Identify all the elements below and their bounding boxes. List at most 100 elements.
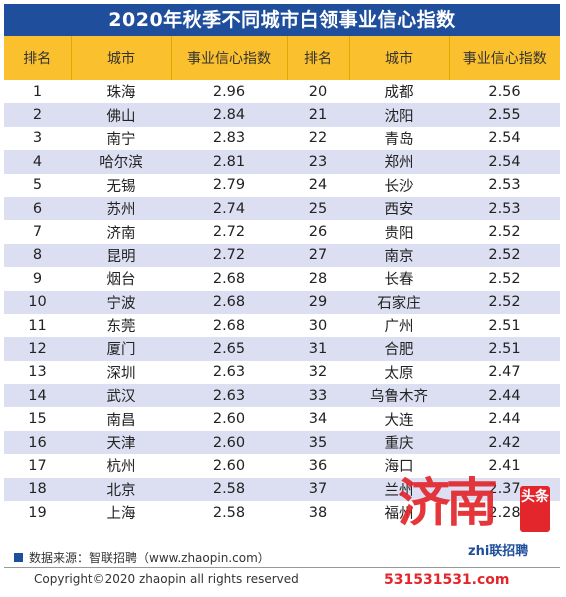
- square-bullet-icon: [14, 553, 23, 562]
- cell-rank-right: 31: [287, 337, 349, 361]
- cell-rank-left: 1: [4, 80, 71, 104]
- cell-rank-left: 15: [4, 407, 71, 431]
- cell-city-right: 海口: [349, 454, 449, 478]
- cell-rank-right: 33: [287, 384, 349, 408]
- cell-rank-left: 10: [4, 290, 71, 314]
- cell-rank-left: 6: [4, 196, 71, 221]
- cell-index-left: 2.83: [171, 126, 287, 151]
- cell-rank-right: 20: [287, 80, 349, 104]
- cell-rank-left: 4: [4, 150, 71, 174]
- cell-index-left: 2.72: [171, 220, 287, 244]
- cell-city-right: 重庆: [349, 430, 449, 455]
- cell-index-left: 2.63: [171, 384, 287, 408]
- cell-city-left: 昆明: [71, 243, 171, 268]
- header-city-left: 城市: [71, 36, 172, 80]
- cell-city-right: 沈阳: [349, 103, 449, 127]
- table-header-row: 排名 城市 事业信心指数 排名 城市 事业信心指数: [4, 36, 560, 80]
- cell-city-right: 长沙: [349, 173, 449, 197]
- cell-city-left: 厦门: [71, 337, 171, 361]
- cell-rank-left: 16: [4, 430, 71, 455]
- cell-city-right: 南京: [349, 243, 449, 268]
- cell-index-right: 2.47: [449, 360, 560, 385]
- header-index-right: 事业信心指数: [449, 36, 560, 80]
- table-row: 10 宁波 2.68 29 石家庄 2.52: [4, 290, 560, 314]
- cell-rank-left: 8: [4, 243, 71, 268]
- cell-index-right: 2.44: [449, 384, 560, 408]
- cell-index-left: 2.68: [171, 267, 287, 291]
- header-city-right: 城市: [349, 36, 450, 80]
- table-row: 3 南宁 2.83 22 青岛 2.54: [4, 126, 560, 151]
- source-note: 数据来源：智联招聘（www.zhaopin.com）: [14, 549, 270, 566]
- cell-rank-right: 30: [287, 313, 349, 338]
- cell-rank-left: 11: [4, 313, 71, 338]
- table-row: 8 昆明 2.72 27 南京 2.52: [4, 243, 560, 268]
- cell-rank-right: 29: [287, 290, 349, 314]
- cell-rank-left: 14: [4, 384, 71, 408]
- cell-city-left: 东莞: [71, 313, 171, 338]
- cell-index-left: 2.63: [171, 360, 287, 385]
- cell-city-left: 深圳: [71, 360, 171, 385]
- cell-index-left: 2.68: [171, 290, 287, 314]
- cell-rank-right: 21: [287, 103, 349, 127]
- cell-rank-right: 34: [287, 407, 349, 431]
- watermark-number: 531531531.com: [384, 572, 510, 588]
- cell-index-left: 2.81: [171, 150, 287, 174]
- cell-city-right: 郑州: [349, 150, 449, 174]
- cell-city-left: 哈尔滨: [71, 150, 171, 174]
- cell-rank-right: 25: [287, 196, 349, 221]
- ranking-table: 排名 城市 事业信心指数 排名 城市 事业信心指数 1 珠海 2.96 20 成都 2.5…: [4, 36, 560, 525]
- cell-city-left: 苏州: [71, 196, 171, 221]
- cell-rank-right: 28: [287, 267, 349, 291]
- cell-index-right: 2.42: [449, 430, 560, 455]
- cell-city-left: 珠海: [71, 80, 171, 104]
- cell-rank-right: 38: [287, 501, 349, 525]
- cell-rank-left: 13: [4, 360, 71, 385]
- cell-rank-left: 3: [4, 126, 71, 151]
- cell-rank-right: 27: [287, 243, 349, 268]
- table-row: 9 烟台 2.68 28 长春 2.52: [4, 267, 560, 291]
- cell-index-right: 2.51: [449, 313, 560, 338]
- cell-index-right: 2.52: [449, 290, 560, 314]
- cell-index-right: 2.53: [449, 196, 560, 221]
- cell-city-left: 宁波: [71, 290, 171, 314]
- watermark-badge: 头条: [520, 486, 550, 532]
- cell-rank-left: 7: [4, 220, 71, 244]
- cell-index-right: 2.53: [449, 173, 560, 197]
- cell-rank-left: 9: [4, 267, 71, 291]
- cell-city-left: 无锡: [71, 173, 171, 197]
- cell-city-right: 石家庄: [349, 290, 449, 314]
- cell-rank-left: 2: [4, 103, 71, 127]
- cell-city-right: 兰州: [349, 477, 449, 502]
- table-row: 12 厦门 2.65 31 合肥 2.51: [4, 337, 560, 361]
- cell-index-left: 2.60: [171, 454, 287, 478]
- table-row: 18 北京 2.58 37 兰州 2.37: [4, 477, 560, 502]
- table-row: 13 深圳 2.63 32 太原 2.47: [4, 360, 560, 385]
- cell-city-left: 佛山: [71, 103, 171, 127]
- cell-city-right: 西安: [349, 196, 449, 221]
- cell-city-left: 烟台: [71, 267, 171, 291]
- header-index-left: 事业信心指数: [171, 36, 288, 80]
- cell-city-right: 大连: [349, 407, 449, 431]
- cell-index-right: 2.52: [449, 267, 560, 291]
- cell-city-left: 天津: [71, 430, 171, 455]
- cell-index-right: 2.55: [449, 103, 560, 127]
- cell-rank-left: 5: [4, 173, 71, 197]
- cell-index-right: 2.56: [449, 80, 560, 104]
- cell-city-right: 福州: [349, 501, 449, 525]
- cell-index-left: 2.58: [171, 477, 287, 502]
- cell-rank-right: 26: [287, 220, 349, 244]
- table-row: 5 无锡 2.79 24 长沙 2.53: [4, 173, 560, 197]
- table-row: 14 武汉 2.63 33 乌鲁木齐 2.44: [4, 384, 560, 408]
- cell-index-right: 2.41: [449, 454, 560, 478]
- table-row: 16 天津 2.60 35 重庆 2.42: [4, 430, 560, 455]
- cell-rank-right: 24: [287, 173, 349, 197]
- cell-rank-left: 19: [4, 501, 71, 525]
- table-row: 2 佛山 2.84 21 沈阳 2.55: [4, 103, 560, 127]
- cell-city-right: 贵阳: [349, 220, 449, 244]
- cell-index-right: 2.52: [449, 220, 560, 244]
- cell-index-right: 2.51: [449, 337, 560, 361]
- cell-rank-right: 23: [287, 150, 349, 174]
- source-note-text: 数据来源：智联招聘（www.zhaopin.com）: [29, 551, 270, 565]
- cell-index-left: 2.60: [171, 430, 287, 455]
- footer-divider: [4, 567, 560, 568]
